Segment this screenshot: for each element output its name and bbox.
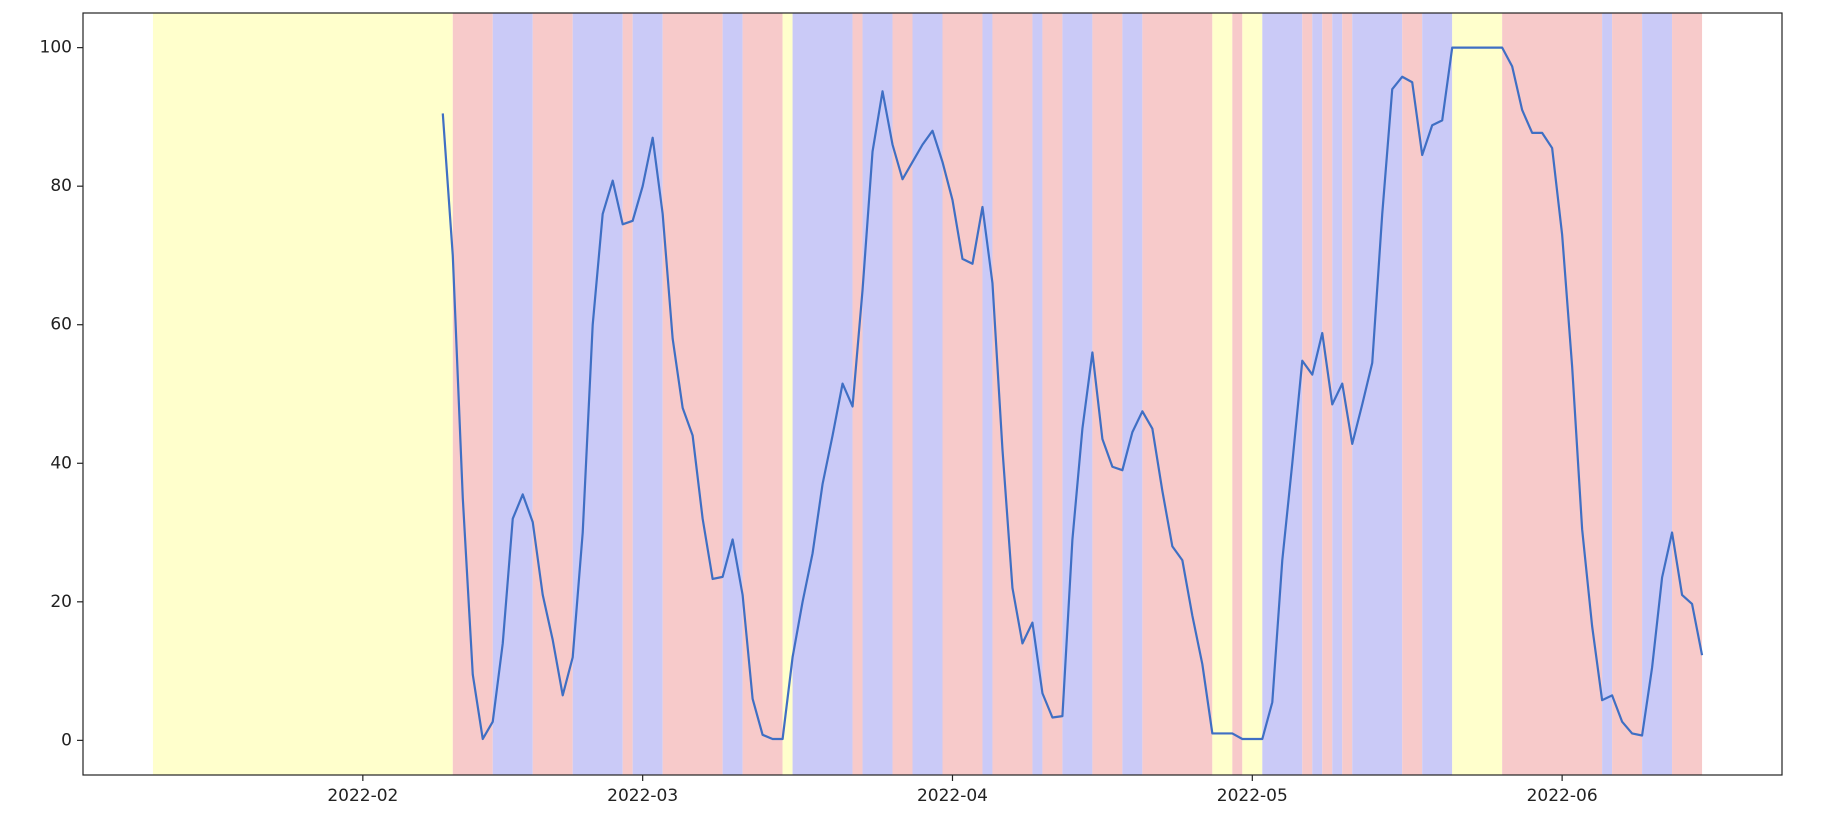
background-span: [742, 13, 783, 775]
background-span: [1302, 13, 1313, 775]
background-span: [1242, 13, 1263, 775]
x-tick-label: 2022-05: [1217, 786, 1288, 806]
background-span: [1422, 13, 1453, 775]
background-span: [622, 13, 633, 775]
background-span: [912, 13, 943, 775]
background-span: [1032, 13, 1043, 775]
background-span: [792, 13, 853, 775]
background-span: [1402, 13, 1423, 775]
background-span: [982, 13, 993, 775]
background-span: [942, 13, 983, 775]
background-span: [852, 13, 863, 775]
y-tick-label: 80: [50, 176, 72, 196]
background-span: [532, 13, 573, 775]
plot-frame: [82, 12, 1783, 776]
background-span: [1502, 13, 1603, 775]
background-span: [662, 13, 723, 775]
y-tick-label: 0: [61, 730, 72, 750]
background-span: [1312, 13, 1323, 775]
background-span: [1642, 13, 1673, 775]
background-span: [492, 13, 533, 775]
background-span: [572, 13, 623, 775]
background-span: [632, 13, 663, 775]
background-span: [1352, 13, 1403, 775]
background-span: [152, 13, 453, 775]
y-tick-label: 60: [50, 315, 72, 335]
background-span: [1142, 13, 1213, 775]
background-span: [1452, 13, 1503, 775]
background-span: [1232, 13, 1243, 775]
x-tick-label: 2022-02: [327, 786, 398, 806]
x-tick-label: 2022-03: [607, 786, 678, 806]
background-span: [1262, 13, 1303, 775]
y-tick-label: 20: [50, 592, 72, 612]
background-span: [722, 13, 743, 775]
background-span: [1342, 13, 1353, 775]
background-span: [1122, 13, 1143, 775]
background-span: [1612, 13, 1643, 775]
background-span: [862, 13, 893, 775]
background-span: [1212, 13, 1233, 775]
data-line: [441, 46, 1704, 741]
background-span: [782, 13, 793, 775]
background-span: [1602, 13, 1613, 775]
x-tick-label: 2022-04: [917, 786, 988, 806]
background-span: [1672, 13, 1703, 775]
background-span: [1322, 13, 1333, 775]
background-span: [892, 13, 913, 775]
background-span: [1042, 13, 1063, 775]
y-tick-label: 40: [50, 453, 72, 473]
y-tick-label: 100: [40, 38, 72, 58]
x-tick-label: 2022-06: [1527, 786, 1598, 806]
